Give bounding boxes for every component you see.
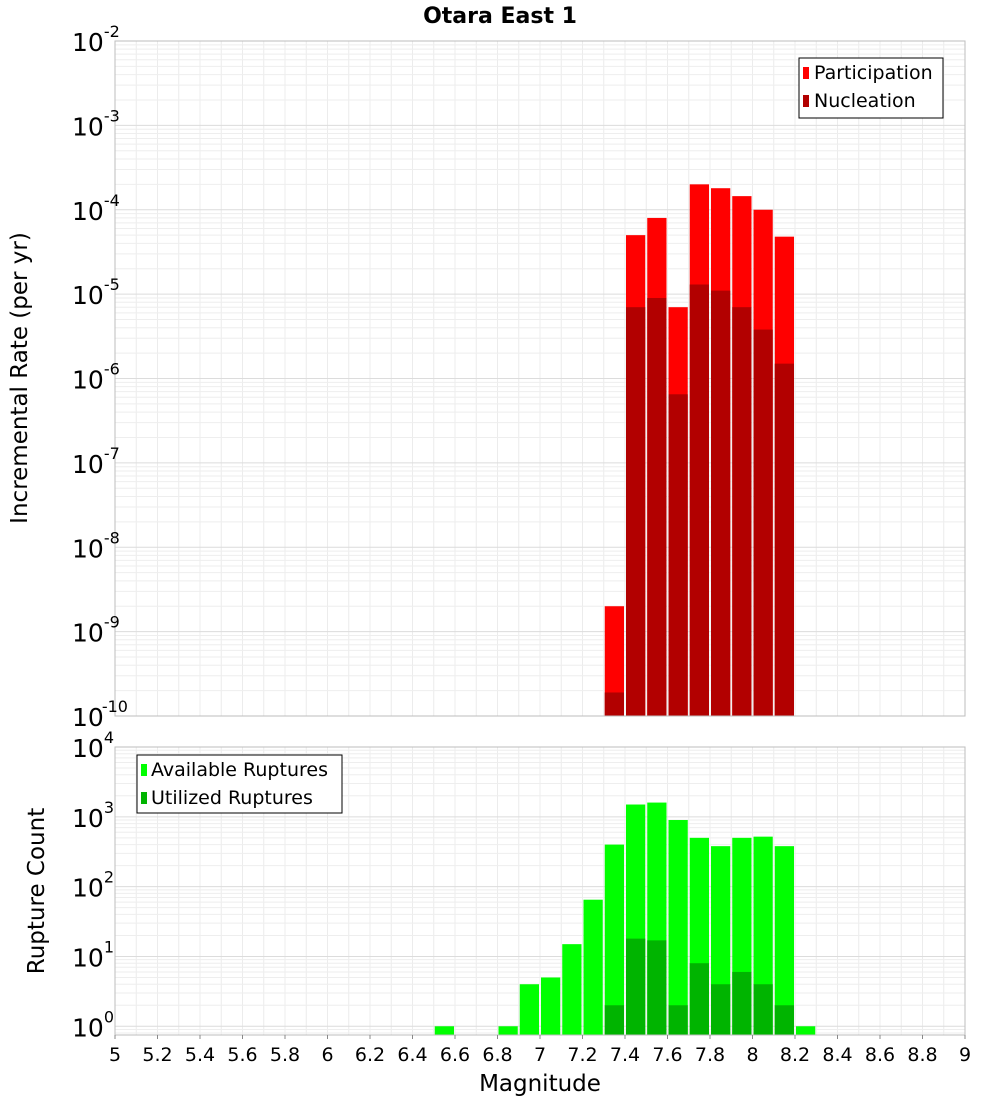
bottom-grid bbox=[114, 746, 966, 1035]
y-tick-label: 100 bbox=[72, 1007, 114, 1042]
bottom-available-ruptures-bar bbox=[604, 844, 624, 1035]
bottom-y-ticks: 100 101 102 103 104 bbox=[72, 728, 114, 1042]
top-nucleation-bar bbox=[626, 307, 646, 716]
bottom-utilized-ruptures-bar bbox=[626, 938, 646, 1035]
bottom-available-ruptures-bar bbox=[668, 820, 688, 1035]
bottom-utilized-ruptures-bar bbox=[604, 1005, 624, 1035]
y-tick-label: 10-4 bbox=[72, 191, 120, 226]
x-tick-label: 7.2 bbox=[567, 1044, 597, 1066]
bottom-available-ruptures-bar bbox=[796, 1026, 816, 1035]
top-plot-area: 10-10 10-9 10-8 10-7 10-6 10-5 10-4 10-3 10-2 In… bbox=[7, 22, 966, 732]
chart-title: Otara East 1 bbox=[423, 4, 577, 29]
x-tick-label: 7.6 bbox=[652, 1044, 682, 1066]
top-participation-bar bbox=[604, 606, 624, 716]
x-tick-label: 8 bbox=[746, 1044, 758, 1066]
x-tick-label: 6.4 bbox=[397, 1044, 427, 1066]
top-nucleation-bar bbox=[753, 329, 773, 716]
y-tick-label: 103 bbox=[72, 798, 114, 833]
y-tick-label: 10-3 bbox=[72, 106, 120, 141]
legend-swatch-participation bbox=[803, 67, 809, 79]
top-nucleation-bar bbox=[732, 307, 752, 716]
legend-label-participation: Participation bbox=[814, 62, 933, 84]
top-nucleation-bar bbox=[711, 290, 731, 716]
bottom-utilized-ruptures-bar bbox=[711, 984, 731, 1035]
bottom-available-ruptures-bar bbox=[562, 944, 582, 1035]
legend-label-nucleation: Nucleation bbox=[814, 90, 916, 112]
bottom-available-ruptures-bar bbox=[774, 846, 794, 1035]
top-legend-box bbox=[798, 57, 944, 119]
x-tick-label: 7.8 bbox=[695, 1044, 725, 1066]
y-tick-label: 10-7 bbox=[72, 444, 120, 479]
x-tick-label: 8.2 bbox=[780, 1044, 810, 1066]
top-y-ticks: 10-10 10-9 10-8 10-7 10-6 10-5 10-4 10-3 10-2 bbox=[72, 22, 128, 732]
y-tick-label: 10-9 bbox=[72, 613, 120, 648]
x-tick-label: 6.8 bbox=[482, 1044, 512, 1066]
top-bars bbox=[604, 184, 794, 717]
bottom-plot-area: 100 101 102 103 104 5 5.2 5.4 5.6 5.8 6 6.2 6.4 6.6 6… bbox=[24, 728, 971, 1097]
legend-label-available: Available Ruptures bbox=[151, 759, 328, 781]
x-tick-label: 6.6 bbox=[440, 1044, 470, 1066]
bottom-utilized-ruptures-bar bbox=[753, 984, 773, 1035]
legend-swatch-available bbox=[141, 764, 147, 776]
bottom-available-ruptures-bar bbox=[519, 984, 539, 1035]
x-tick-label: 7 bbox=[534, 1044, 546, 1066]
x-tick-label: 7.4 bbox=[610, 1044, 640, 1066]
top-nucleation-bar bbox=[774, 363, 794, 716]
x-tick-label: 8.4 bbox=[822, 1044, 852, 1066]
bottom-utilized-ruptures-bar bbox=[668, 1005, 688, 1035]
x-tick-label: 5.2 bbox=[142, 1044, 172, 1066]
bottom-available-ruptures-bar bbox=[434, 1026, 454, 1035]
bottom-legend: Available Ruptures Utilized Ruptures bbox=[136, 754, 343, 814]
x-ticks: 5 5.2 5.4 5.6 5.8 6 6.2 6.4 6.6 6.8 7 7.2 7.4 7.6 7.8 8… bbox=[109, 1035, 971, 1066]
top-plot-border bbox=[114, 40, 966, 717]
bottom-available-ruptures-bar bbox=[541, 977, 561, 1035]
bottom-utilized-ruptures-bar bbox=[689, 963, 709, 1035]
y-tick-label: 101 bbox=[72, 938, 114, 973]
y-tick-label: 10-5 bbox=[72, 275, 120, 310]
x-tick-label: 8.6 bbox=[865, 1044, 895, 1066]
y-tick-label: 104 bbox=[72, 728, 114, 763]
x-axis-label: Magnitude bbox=[479, 1071, 601, 1097]
y-tick-label: 102 bbox=[72, 868, 114, 903]
y-tick-label: 10-10 bbox=[72, 697, 128, 732]
x-tick-label: 5.8 bbox=[270, 1044, 300, 1066]
top-y-axis-label: Incremental Rate (per yr) bbox=[7, 232, 33, 524]
top-nucleation-bar bbox=[604, 692, 624, 716]
top-legend: Participation Nucleation bbox=[798, 57, 944, 119]
bottom-utilized-ruptures-bar bbox=[774, 1005, 794, 1035]
x-tick-label: 9 bbox=[959, 1044, 971, 1066]
bottom-y-axis-label: Rupture Count bbox=[24, 808, 50, 974]
bottom-bars bbox=[434, 802, 816, 1035]
x-tick-label: 5.4 bbox=[185, 1044, 215, 1066]
x-tick-label: 8.8 bbox=[907, 1044, 937, 1066]
top-nucleation-bar bbox=[689, 284, 709, 716]
y-tick-label: 10-6 bbox=[72, 360, 120, 395]
legend-swatch-nucleation bbox=[803, 95, 809, 107]
x-tick-label: 5 bbox=[109, 1044, 121, 1066]
top-nucleation-bar bbox=[647, 297, 667, 716]
bottom-available-ruptures-bar bbox=[498, 1026, 518, 1035]
legend-swatch-utilized bbox=[141, 792, 147, 804]
bottom-available-ruptures-bar bbox=[583, 899, 603, 1035]
y-tick-label: 10-8 bbox=[72, 528, 120, 563]
bottom-utilized-ruptures-bar bbox=[647, 940, 667, 1035]
x-tick-label: 6.2 bbox=[355, 1044, 385, 1066]
top-nucleation-bar bbox=[668, 394, 688, 716]
y-tick-label: 10-2 bbox=[72, 22, 120, 57]
legend-label-utilized: Utilized Ruptures bbox=[151, 787, 313, 809]
bottom-utilized-ruptures-bar bbox=[732, 971, 752, 1035]
bottom-legend-box bbox=[136, 754, 343, 814]
top-grid bbox=[114, 40, 966, 717]
x-tick-label: 5.6 bbox=[227, 1044, 257, 1066]
x-tick-label: 6 bbox=[321, 1044, 333, 1066]
